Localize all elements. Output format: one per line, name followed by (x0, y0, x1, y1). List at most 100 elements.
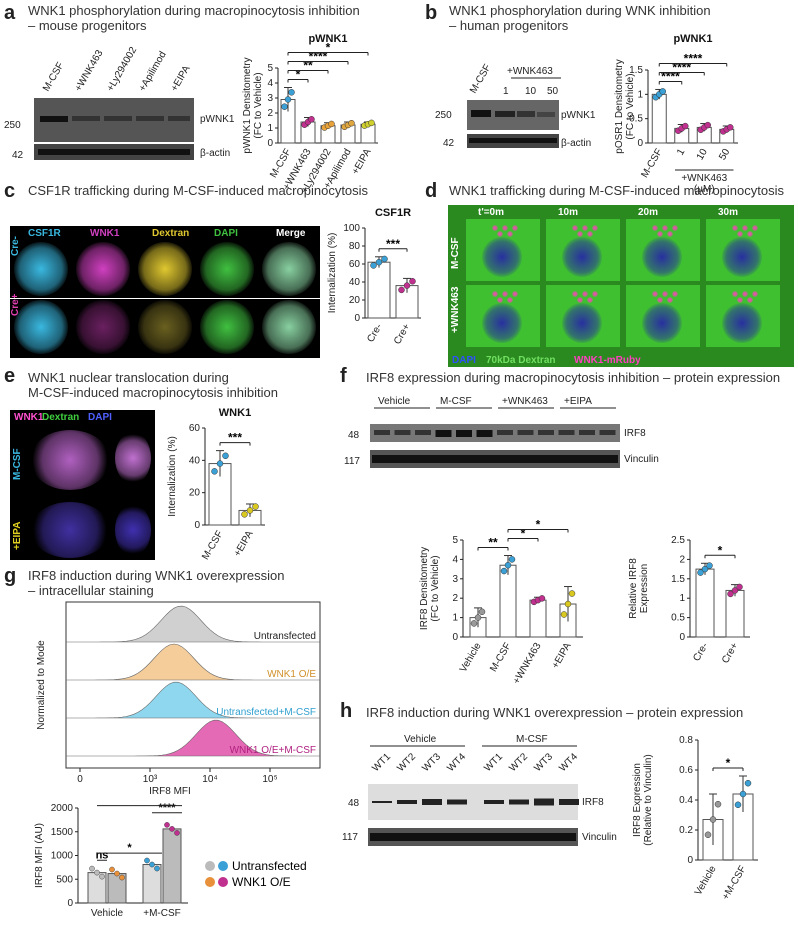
panel-g-histogram: Untransfected WNK1 O/E Untransfected+M-CSF… (36, 601, 321, 797)
chart-f1-xtick: +EIPA (550, 641, 574, 671)
h-group-label: Vehicle (404, 734, 437, 745)
panel-a-blot: M-CSF +WNK463 +Ly294002+Apilimod +EIPA 250 … (4, 45, 235, 161)
f-group-label: M-CSF (440, 396, 472, 407)
chart-f2-bar (725, 589, 745, 638)
g2-legend-marker (218, 861, 228, 871)
d-time-label: 10m (558, 207, 579, 218)
chart-b-xgroup: (µM) (694, 184, 715, 195)
f-group-label: Vehicle (378, 396, 411, 407)
chart-c-ytick: 60 (349, 259, 361, 270)
d-legend-label: 70kDa Dextran (486, 355, 556, 366)
chart-b-title: pWNK1 (673, 33, 712, 45)
chart-b-ytick: 1 (637, 89, 643, 100)
d-ruby-puncta (577, 297, 583, 303)
c-cell-image (76, 242, 130, 296)
chart-c-point (403, 282, 411, 289)
g2-point (109, 866, 115, 873)
d-ruby-puncta (667, 297, 673, 303)
chart-f2-ytick: 0 (679, 632, 685, 643)
d-ruby-puncta (672, 291, 678, 297)
chart-e-ytick: 40 (189, 455, 201, 466)
d-ruby-puncta (662, 291, 668, 297)
chart-h-ytick: 0.6 (679, 765, 693, 776)
d-ruby-puncta (747, 297, 753, 303)
d-ruby-puncta (582, 225, 588, 231)
g2-point (174, 830, 180, 836)
chart-f1-point (568, 590, 576, 597)
chart-a: pWNK1 0 1 2 3 4 5 pWNK1 Densitometry (FC to Vehi… (242, 33, 378, 195)
a-mw-42: 42 (12, 150, 24, 161)
c-row-label: Cre+ (10, 293, 21, 316)
c-cell-image (138, 242, 192, 296)
g2-point (169, 826, 175, 832)
c-cell-image (14, 242, 68, 296)
chart-c-ytick: 80 (349, 241, 361, 252)
f-mw-48: 48 (348, 430, 360, 441)
g2-xtick: Vehicle (91, 908, 124, 919)
chart-a-ylabel: (FC to Vehicle) (253, 72, 264, 138)
chart-f2-ylabel: Relative IRF8 (628, 558, 639, 619)
chart-h-ytick: 0 (687, 855, 693, 866)
g2-point (99, 873, 105, 880)
chart-h-xtick: +M-CSF (720, 864, 748, 902)
chart-f1-point (470, 620, 478, 627)
h-mw-117: 117 (342, 832, 358, 843)
chart-f2-point (736, 583, 743, 591)
e-cell-eipa (30, 502, 110, 558)
chart-b-bar (651, 93, 667, 144)
g-hist-xlabel: IRF8 MFI (149, 786, 191, 797)
g-hist-xtick: 10⁴ (202, 774, 217, 785)
g2-point (144, 857, 150, 864)
panel-d-title: WNK1 trafficking during M-CSF-induced ma… (449, 183, 784, 198)
chart-h-ytick: 0.2 (679, 825, 693, 836)
chart-e-title: WNK1 (219, 407, 251, 419)
chart-c-ytick: 100 (343, 223, 360, 234)
a-band-actin: β-actin (200, 148, 230, 159)
chart-b-xgroup: +WNK463 (681, 173, 727, 184)
g2-point (154, 865, 160, 872)
chart-c-ytick: 0 (354, 313, 360, 324)
c-cell-image (138, 300, 192, 354)
chart-a-ytick: 3 (267, 93, 273, 104)
chart-b: pWNK1 0 0.5 1 1.5 pOSR1 Densitometry (FC to Ve… (614, 33, 738, 195)
h-lane-label: WT4 (445, 751, 468, 774)
d-ruby-puncta (672, 225, 678, 231)
d-ruby-puncta (572, 291, 578, 297)
chart-f2-ytick: 0.5 (671, 613, 685, 624)
chart-e-sig-label: *** (228, 431, 242, 445)
d-time-label: 20m (638, 207, 659, 218)
g2-point (94, 869, 100, 876)
chart-a-ytick: 0 (267, 138, 273, 149)
a-mw-250: 250 (4, 120, 21, 131)
g-histogram-label: Untransfected+M-CSF (216, 707, 316, 718)
d-nucleus (562, 237, 602, 277)
h-mw-48: 48 (348, 798, 360, 809)
h-lane-label: WT4 (557, 751, 580, 774)
chart-f1-xtick: M-CSF (488, 641, 513, 674)
chart-f2-ylabel: Expression (639, 564, 650, 613)
chart-c-point (398, 286, 405, 294)
chart-h-ylabel: (Relative to Vinculin) (643, 754, 654, 846)
chart-f2-xtick: Cre- (691, 641, 710, 663)
panel-a-title: WNK1 phosphorylation during macropinocyt… (28, 3, 360, 33)
c-cell-image (14, 300, 68, 354)
g-histogram-trace (66, 719, 320, 757)
chart-f2-ytick: 2.5 (671, 535, 685, 546)
g-hist-xtick: 10⁵ (262, 774, 277, 785)
b-mw-250: 250 (435, 110, 452, 121)
e-inset-mcsf (115, 432, 151, 484)
chart-a-point (281, 103, 288, 110)
chart-f2-point (701, 565, 709, 573)
d-ruby-puncta (492, 225, 498, 231)
d-ruby-puncta (667, 231, 673, 237)
chart-f2: 0 0.5 1 1.5 2 2.5 Relative IRF8 Expression Cre- C… (628, 535, 750, 666)
chart-f1-ylabel: IRF8 Densitometry (419, 547, 430, 630)
g-histogram-trace (66, 681, 320, 719)
chart-a-ylabel: pWNK1 Densitometry (242, 57, 253, 153)
chart-f2-ytick: 2 (679, 554, 685, 565)
chart-c-xtick: Cre+ (392, 322, 413, 347)
b-band-pwnk1: pWNK1 (561, 110, 596, 121)
chart-e-point (246, 507, 254, 514)
g2-point (114, 870, 120, 877)
chart-a-sig-label: ** (303, 59, 313, 73)
